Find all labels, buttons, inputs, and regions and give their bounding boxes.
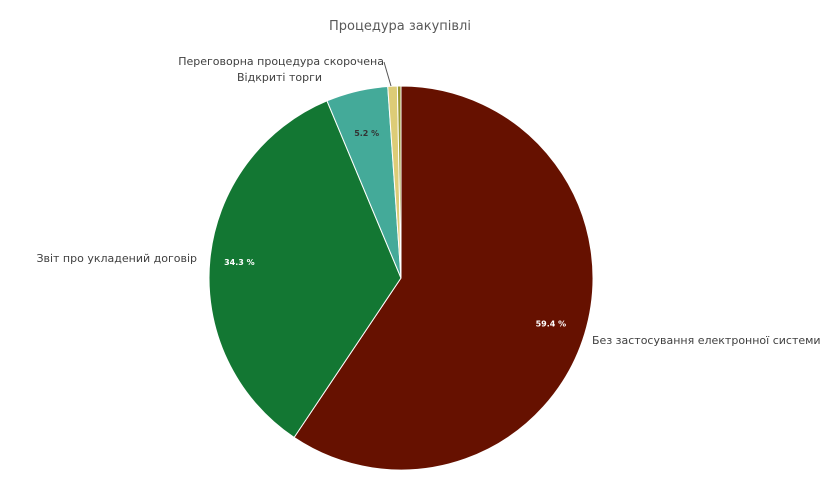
slice-category-label: Відкриті торги <box>237 71 322 84</box>
pie-slice[interactable] <box>396 85 402 279</box>
pie-slice[interactable] <box>208 100 402 439</box>
slice-percent-label: 34.3 % <box>224 258 255 267</box>
slice-percent-label: 5.2 % <box>354 129 379 138</box>
slice-category-label: Без застосування електронної системи <box>592 334 821 347</box>
chart-title: Процедура закупівлі <box>329 19 471 34</box>
leader-line <box>383 61 392 87</box>
slice-category-label: Переговорна процедура скорочена <box>178 55 384 68</box>
slice-percent-label: 59.4 % <box>536 320 567 329</box>
pie-slice[interactable] <box>293 85 594 471</box>
slice-category-label: Звіт про укладений договір <box>36 252 197 265</box>
